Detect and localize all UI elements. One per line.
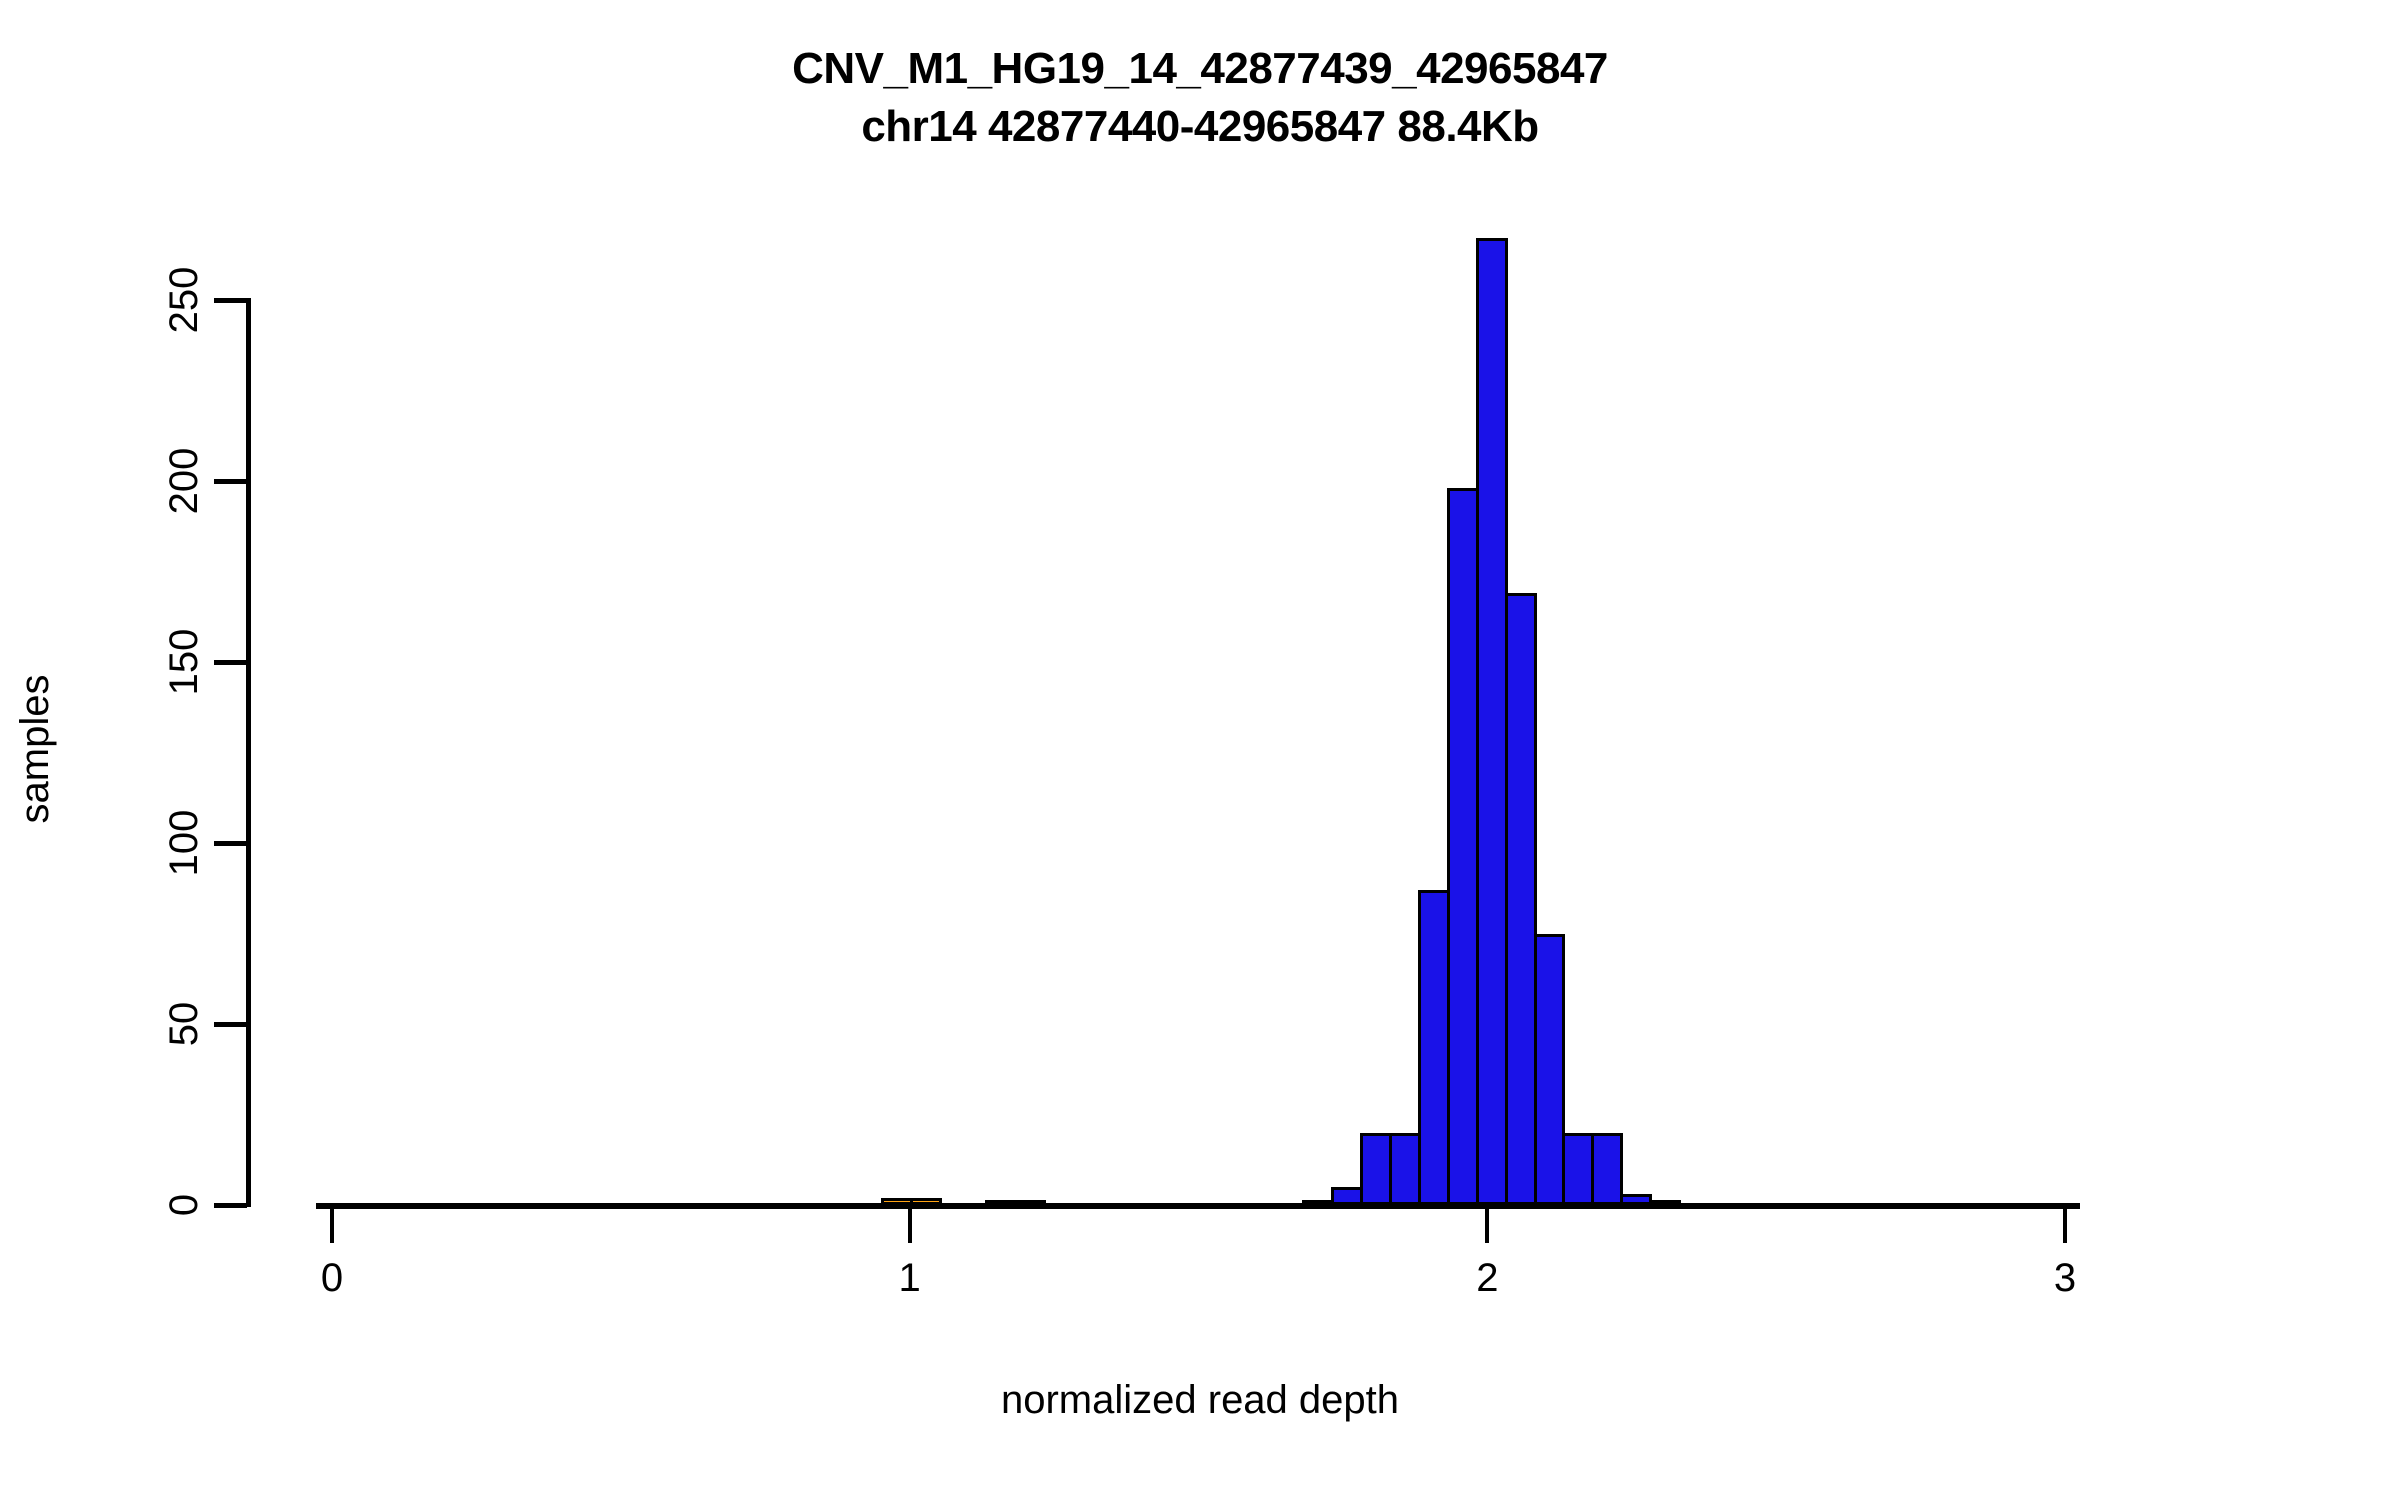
y-axis-tick xyxy=(214,841,247,846)
histogram-bar xyxy=(1562,1132,1595,1205)
chart-title: CNV_M1_HG19_14_42877439_42965847 chr14 4… xyxy=(0,40,2400,156)
title-line-1: CNV_M1_HG19_14_42877439_42965847 xyxy=(792,44,1608,93)
x-axis-line xyxy=(316,1203,2080,1209)
y-axis-tick-label: 0 xyxy=(162,1193,206,1217)
y-axis-tick xyxy=(214,479,247,484)
y-axis-tick-label: 250 xyxy=(162,266,206,334)
y-axis-line xyxy=(246,298,251,1207)
y-axis-tick-label: 50 xyxy=(162,1001,206,1047)
y-axis-tick-label: 100 xyxy=(162,809,206,877)
x-axis-tick xyxy=(330,1209,334,1243)
y-axis-tick-label: 200 xyxy=(162,447,206,515)
x-axis-title: normalized read depth xyxy=(1000,1378,1400,1422)
histogram-bar xyxy=(1475,238,1508,1205)
histogram-bar xyxy=(1591,1132,1624,1205)
x-axis-tick xyxy=(1485,1209,1490,1243)
histogram-bar xyxy=(1360,1132,1393,1205)
histogram-bar xyxy=(1446,488,1479,1205)
y-axis-tick xyxy=(214,1203,247,1208)
x-axis-tick xyxy=(2063,1209,2067,1243)
x-axis-tick-label: 1 xyxy=(898,1256,921,1300)
x-axis-tick xyxy=(907,1209,912,1243)
histogram-bar xyxy=(1389,1132,1421,1205)
x-axis-tick-label: 0 xyxy=(320,1256,344,1300)
y-axis-tick xyxy=(214,1022,247,1027)
y-axis-tick xyxy=(214,660,247,665)
title-line-2: chr14 42877440-42965847 88.4Kb xyxy=(861,102,1539,151)
y-axis-tick-label: 150 xyxy=(162,628,206,696)
x-axis-tick-label: 2 xyxy=(1476,1256,1499,1300)
histogram-bar xyxy=(1418,890,1450,1205)
histogram-bar xyxy=(1533,933,1566,1205)
histogram-bar xyxy=(1504,593,1537,1205)
y-axis-tick xyxy=(214,298,247,303)
y-axis-title: samples xyxy=(13,674,57,824)
x-axis-tick-label: 3 xyxy=(2053,1256,2077,1300)
